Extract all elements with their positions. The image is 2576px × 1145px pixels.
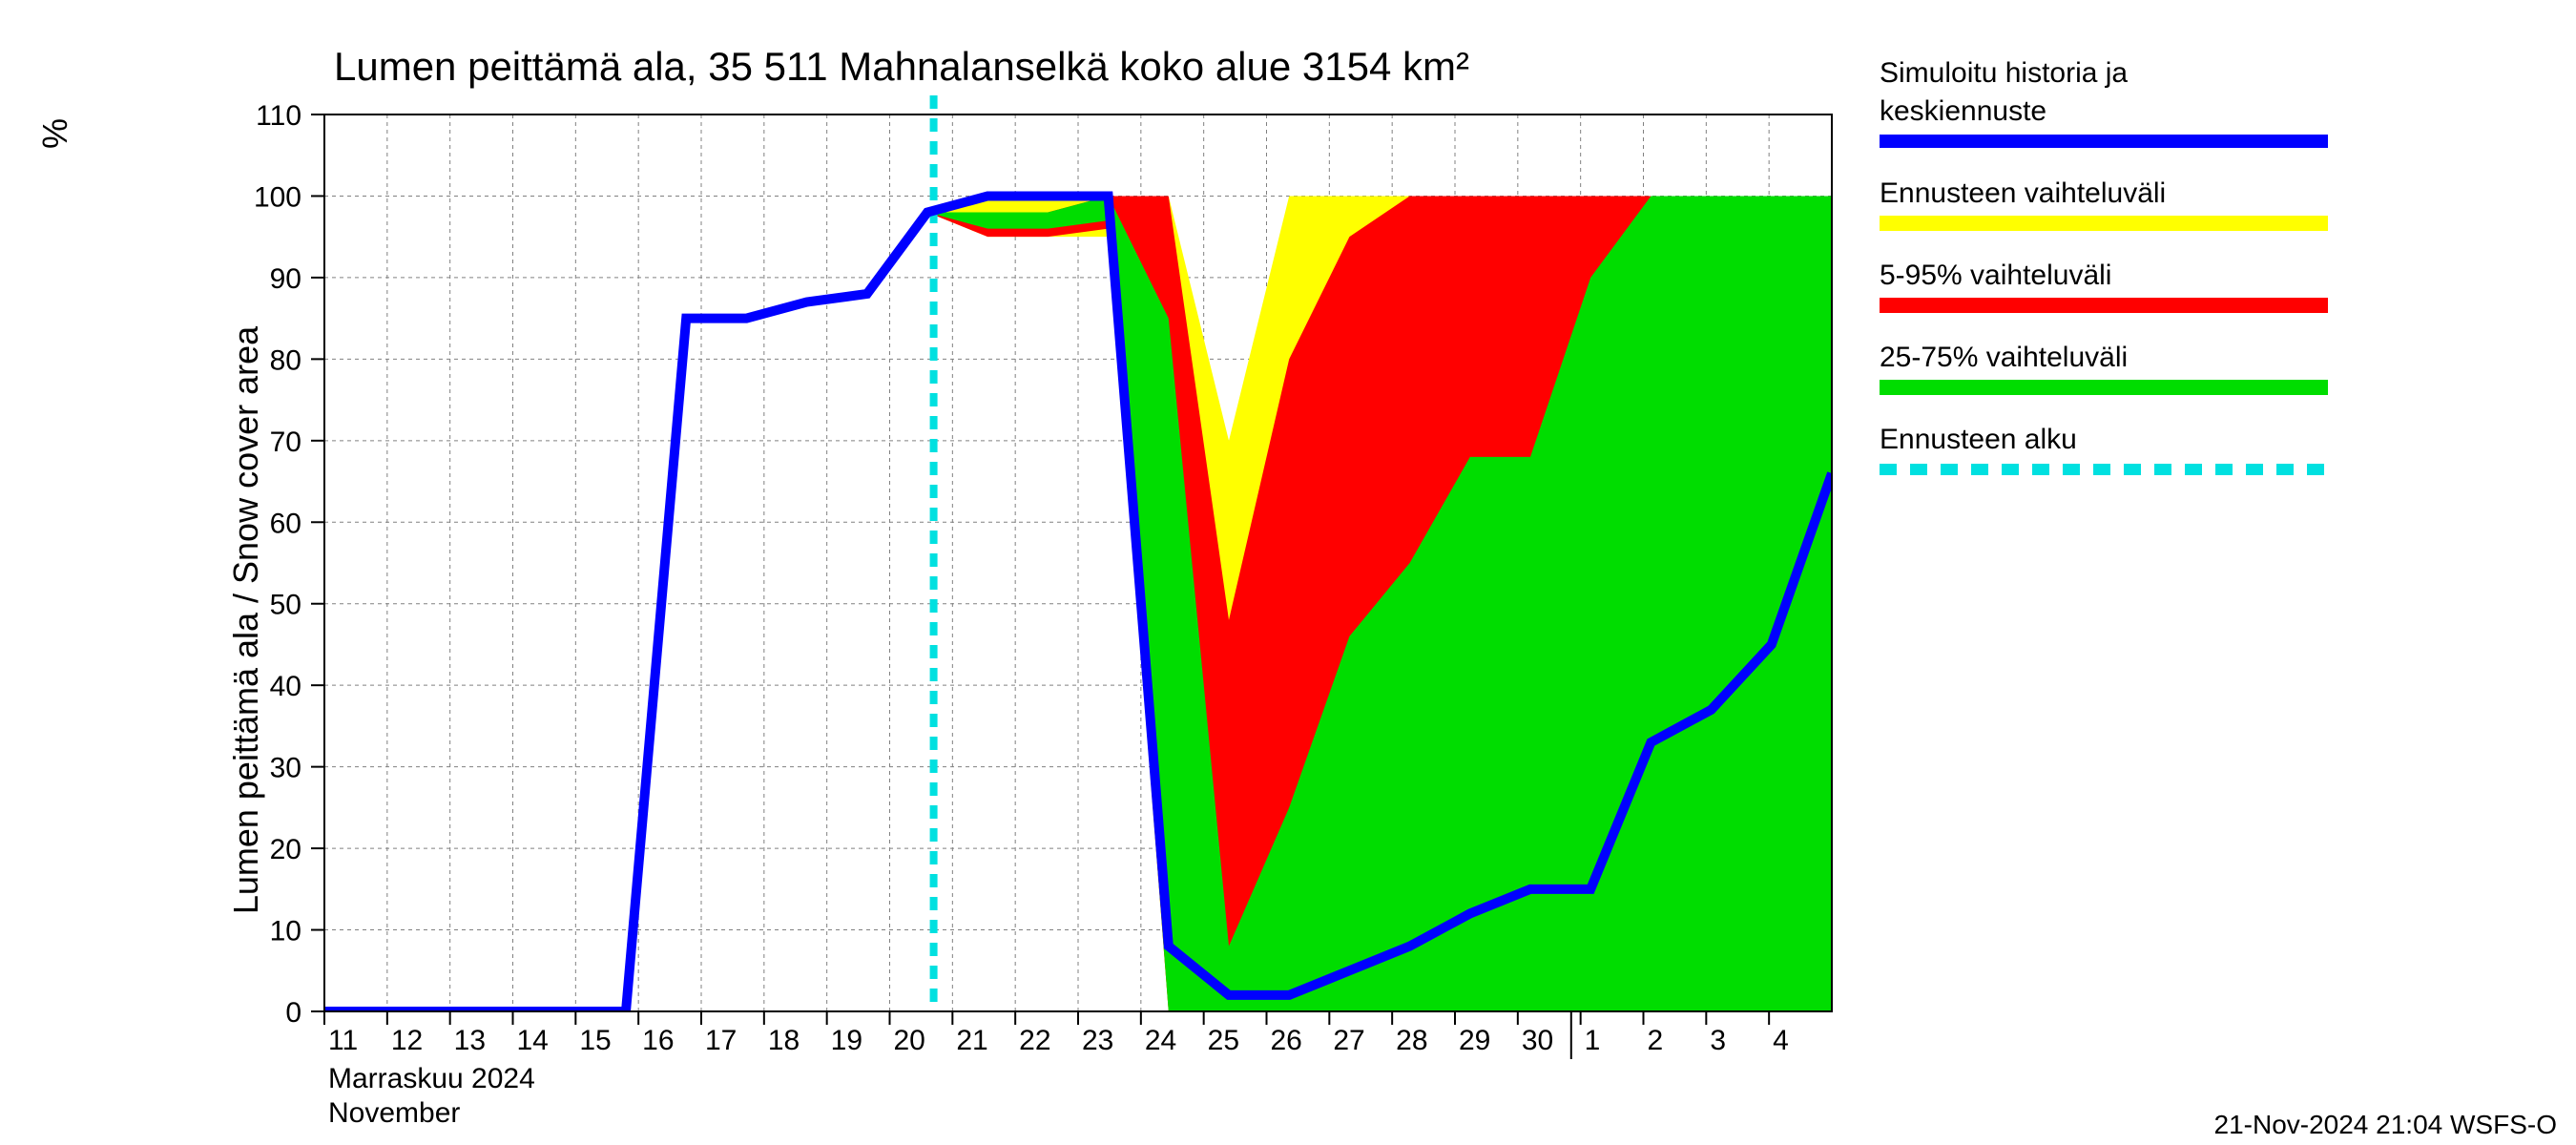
legend-label: 5-95% vaihteluväli (1880, 260, 2111, 291)
xtick-label: 11 (328, 1025, 358, 1056)
xtick-label: 1 (1585, 1025, 1601, 1056)
y-axis-title: Lumen peittämä ala / Snow cover area (226, 325, 265, 914)
xtick-label: 19 (831, 1025, 862, 1056)
xtick-label: 29 (1459, 1025, 1490, 1056)
y-axis-unit: % (35, 118, 74, 149)
ytick-label: 10 (270, 916, 301, 947)
chart-title: Lumen peittämä ala, 35 511 Mahnalanselkä… (334, 44, 1469, 89)
ytick-label: 50 (270, 590, 301, 621)
xtick-label: 13 (454, 1025, 486, 1056)
xtick-label: 22 (1019, 1025, 1050, 1056)
ytick-label: 0 (285, 997, 301, 1029)
month-label-en: November (328, 1097, 460, 1129)
xtick-label: 2 (1648, 1025, 1664, 1056)
xtick-label: 14 (517, 1025, 549, 1056)
xtick-label: 17 (705, 1025, 737, 1056)
ytick-label: 100 (254, 181, 301, 213)
legend-label: Ennusteen vaihteluväli (1880, 177, 2166, 209)
ytick-label: 20 (270, 834, 301, 865)
month-label-fi: Marraskuu 2024 (328, 1063, 535, 1094)
xtick-label: 25 (1208, 1025, 1239, 1056)
xtick-label: 15 (579, 1025, 611, 1056)
xtick-label: 18 (768, 1025, 800, 1056)
xtick-label: 24 (1145, 1025, 1176, 1056)
ytick-label: 30 (270, 753, 301, 784)
xtick-label: 26 (1271, 1025, 1302, 1056)
legend-swatch-band (1880, 380, 2328, 395)
ytick-label: 40 (270, 671, 301, 702)
legend-label: 25-75% vaihteluväli (1880, 342, 2128, 373)
xtick-label: 23 (1082, 1025, 1113, 1056)
xtick-label: 16 (642, 1025, 674, 1056)
ytick-label: 70 (270, 427, 301, 458)
chart-container: 0102030405060708090100110111213141516171… (0, 0, 2576, 1145)
xtick-label: 30 (1522, 1025, 1553, 1056)
xtick-label: 20 (894, 1025, 925, 1056)
xtick-label: 27 (1333, 1025, 1364, 1056)
ytick-label: 110 (256, 100, 301, 132)
ytick-label: 90 (270, 263, 301, 295)
ytick-label: 80 (270, 344, 301, 376)
xtick-label: 12 (391, 1025, 423, 1056)
legend-label: Ennusteen alku (1880, 424, 2077, 455)
legend-label: Simuloitu historia ja (1880, 57, 2128, 89)
legend-label: keskiennuste (1880, 95, 2046, 127)
legend-swatch-band (1880, 298, 2328, 313)
footer-text: 21-Nov-2024 21:04 WSFS-O (2214, 1110, 2558, 1139)
xtick-label: 28 (1396, 1025, 1427, 1056)
chart-svg: 0102030405060708090100110111213141516171… (0, 0, 2576, 1145)
ytick-label: 60 (270, 508, 301, 539)
xtick-label: 4 (1773, 1025, 1789, 1056)
legend-swatch-band (1880, 216, 2328, 231)
xtick-label: 3 (1710, 1025, 1726, 1056)
xtick-label: 21 (956, 1025, 987, 1056)
